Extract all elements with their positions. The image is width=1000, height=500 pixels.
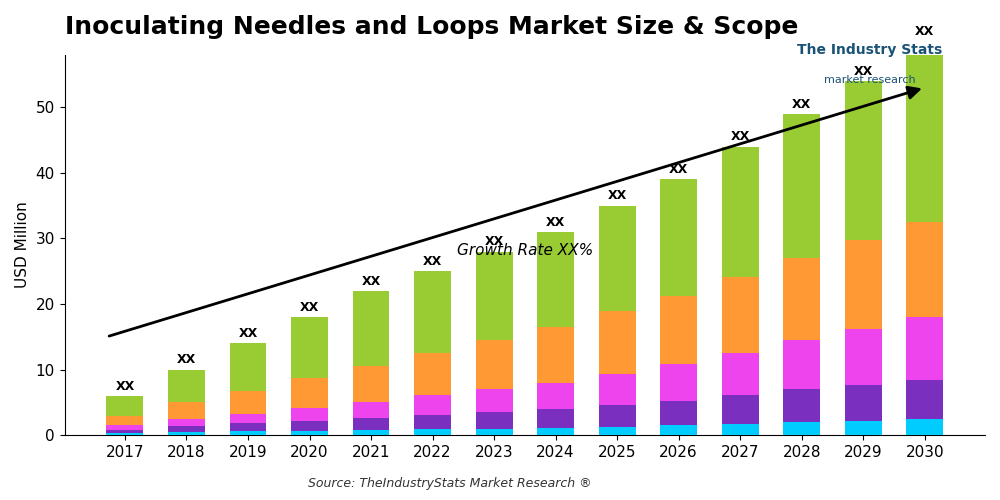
Bar <box>599 405 636 427</box>
Bar <box>906 380 943 419</box>
Text: XX: XX <box>423 255 442 268</box>
Bar <box>906 222 943 317</box>
Bar <box>414 272 451 352</box>
Bar <box>845 421 882 436</box>
Bar <box>168 402 205 419</box>
Bar <box>845 385 882 421</box>
Bar <box>353 402 389 418</box>
Bar <box>537 383 574 409</box>
Bar <box>291 421 328 430</box>
Bar <box>353 418 389 430</box>
Bar <box>291 317 328 378</box>
Bar <box>230 390 266 413</box>
Bar <box>660 296 697 364</box>
Bar <box>353 366 389 402</box>
Bar <box>414 352 451 396</box>
Bar <box>599 427 636 436</box>
Bar <box>599 312 636 374</box>
Bar <box>291 378 328 408</box>
Bar <box>414 415 451 430</box>
Bar <box>106 396 143 415</box>
Bar <box>537 327 574 383</box>
Bar <box>106 426 143 430</box>
Bar <box>660 426 697 436</box>
Text: XX: XX <box>792 98 811 110</box>
Bar <box>353 430 389 436</box>
Bar <box>230 424 266 432</box>
Bar <box>106 430 143 434</box>
Text: Growth Rate XX%: Growth Rate XX% <box>457 243 593 258</box>
Bar <box>168 426 205 432</box>
Bar <box>845 329 882 385</box>
Bar <box>168 419 205 426</box>
Text: XX: XX <box>238 327 258 340</box>
Text: XX: XX <box>854 65 873 78</box>
Bar <box>291 408 328 421</box>
Bar <box>722 424 759 436</box>
Bar <box>722 396 759 424</box>
Bar <box>845 240 882 329</box>
Bar <box>906 419 943 436</box>
Bar <box>783 340 820 390</box>
Bar <box>106 416 143 426</box>
Bar <box>168 370 205 402</box>
Bar <box>783 390 820 422</box>
Text: XX: XX <box>731 130 750 143</box>
Bar <box>476 412 513 428</box>
Text: XX: XX <box>915 26 934 38</box>
Text: market research: market research <box>824 75 916 85</box>
Text: Inoculating Needles and Loops Market Size & Scope: Inoculating Needles and Loops Market Siz… <box>65 15 798 39</box>
Bar <box>291 430 328 436</box>
Bar <box>537 409 574 428</box>
Bar <box>660 364 697 400</box>
Text: XX: XX <box>484 236 504 248</box>
Bar <box>414 396 451 415</box>
Text: XX: XX <box>669 163 688 176</box>
Bar <box>722 146 759 277</box>
Bar <box>783 114 820 258</box>
Text: XX: XX <box>607 190 627 202</box>
Bar <box>476 390 513 412</box>
Bar <box>906 317 943 380</box>
Bar <box>537 232 574 327</box>
Bar <box>599 374 636 405</box>
Bar <box>845 81 882 240</box>
Bar <box>722 277 759 352</box>
Bar <box>783 258 820 340</box>
Bar <box>353 291 389 366</box>
Bar <box>106 434 143 436</box>
Text: XX: XX <box>115 380 135 392</box>
Bar <box>476 428 513 436</box>
Bar <box>414 430 451 436</box>
Bar <box>230 432 266 436</box>
Text: XX: XX <box>177 354 196 366</box>
Bar <box>168 432 205 436</box>
Y-axis label: USD Million: USD Million <box>15 202 30 288</box>
Bar <box>722 352 759 396</box>
Bar <box>906 42 943 222</box>
Text: The Industry Stats: The Industry Stats <box>797 43 943 57</box>
Bar <box>537 428 574 436</box>
Bar <box>783 422 820 436</box>
Bar <box>599 206 636 312</box>
Bar <box>476 340 513 390</box>
Bar <box>660 180 697 296</box>
Bar <box>230 414 266 424</box>
Text: XX: XX <box>361 274 381 287</box>
Bar <box>476 252 513 340</box>
Text: Source: TheIndustryStats Market Research ®: Source: TheIndustryStats Market Research… <box>308 477 592 490</box>
Text: XX: XX <box>546 216 565 228</box>
Bar <box>230 344 266 390</box>
Bar <box>660 400 697 425</box>
Text: XX: XX <box>300 301 319 314</box>
